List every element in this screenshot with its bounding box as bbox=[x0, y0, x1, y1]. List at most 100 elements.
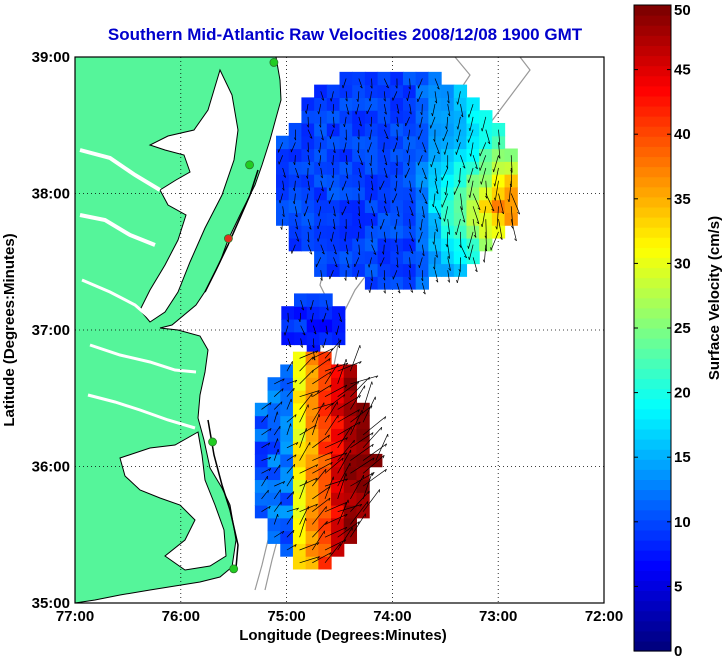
velocity-cell bbox=[305, 492, 319, 506]
colorbar-segment bbox=[634, 237, 671, 248]
velocity-arrow bbox=[274, 481, 285, 487]
velocity-arrow bbox=[300, 300, 304, 311]
arrow-head bbox=[329, 552, 332, 556]
arrow-head bbox=[315, 464, 319, 468]
colorbar-segment bbox=[634, 267, 671, 279]
velocity-arrow bbox=[493, 155, 499, 173]
arrow-head bbox=[456, 279, 458, 283]
velocity-arrow bbox=[479, 155, 487, 171]
arrow-head bbox=[282, 214, 285, 218]
arrow-head bbox=[345, 478, 348, 482]
velocity-cell bbox=[318, 453, 332, 468]
velocity-cell bbox=[377, 212, 391, 226]
arrow-head bbox=[359, 361, 362, 365]
velocity-arrow bbox=[350, 405, 373, 423]
arrow-head bbox=[368, 98, 371, 102]
velocity-arrow bbox=[261, 468, 272, 474]
velocity-arrow bbox=[434, 244, 438, 258]
velocity-arrow bbox=[307, 155, 311, 166]
colorbar-segment bbox=[634, 55, 671, 67]
arrow-head bbox=[360, 162, 364, 166]
colorbar-segment bbox=[634, 378, 671, 390]
velocity-cell bbox=[339, 110, 353, 124]
velocity-cell bbox=[364, 161, 379, 175]
velocity-cell bbox=[504, 199, 518, 213]
velocity-arrow bbox=[362, 381, 373, 410]
velocity-cell bbox=[415, 276, 429, 290]
arrow-head bbox=[331, 162, 334, 166]
velocity-arrow bbox=[421, 244, 425, 256]
velocity-arrow bbox=[396, 129, 398, 141]
velocity-arrow bbox=[300, 338, 303, 348]
velocity-arrow bbox=[312, 384, 332, 397]
velocity-arrow bbox=[345, 155, 348, 165]
arrow-head bbox=[312, 345, 315, 349]
arrow-head bbox=[383, 290, 386, 294]
arrow-head bbox=[457, 180, 460, 184]
colorbar-tick-label: 40 bbox=[674, 126, 691, 143]
arrow-head bbox=[346, 112, 350, 115]
velocity-arrow bbox=[409, 206, 414, 216]
colorbar-segment bbox=[634, 317, 671, 329]
velocity-arrow bbox=[345, 193, 350, 204]
velocity-cell bbox=[364, 71, 379, 86]
arrow-head bbox=[320, 277, 323, 281]
arrow-head bbox=[435, 254, 438, 258]
velocity-arrow bbox=[299, 477, 318, 487]
velocity-arrow bbox=[333, 244, 337, 255]
velocity-cell bbox=[326, 250, 341, 265]
velocity-cell bbox=[402, 110, 417, 124]
velocity-arrow bbox=[383, 231, 387, 243]
velocity-arrow bbox=[420, 219, 423, 231]
velocity-arrow bbox=[344, 116, 347, 127]
velocity-cell bbox=[364, 212, 379, 226]
arrow-head bbox=[318, 162, 320, 166]
velocity-arrow bbox=[350, 385, 366, 410]
velocity-arrow bbox=[419, 257, 423, 268]
arrow-head bbox=[307, 187, 311, 191]
arrow-head bbox=[495, 226, 498, 230]
velocity-arrow bbox=[337, 439, 355, 461]
arrow-head bbox=[501, 211, 504, 215]
velocity-arrow bbox=[291, 244, 296, 254]
arrow-head bbox=[443, 218, 445, 222]
velocity-cell bbox=[326, 84, 341, 99]
arrow-head bbox=[357, 381, 360, 385]
arrow-head bbox=[293, 137, 297, 141]
velocity-arrow bbox=[282, 167, 286, 178]
arrow-head bbox=[334, 251, 337, 255]
arrow-head bbox=[315, 350, 319, 354]
velocity-arrow bbox=[337, 426, 352, 448]
arrow-head bbox=[330, 451, 333, 455]
velocity-arrow bbox=[456, 142, 461, 155]
velocity-arrow bbox=[358, 78, 363, 89]
velocity-arrow bbox=[299, 556, 320, 564]
arrow-head bbox=[320, 175, 323, 179]
colorbar-segment bbox=[634, 297, 671, 309]
arrow-head bbox=[371, 432, 374, 436]
velocity-arrow bbox=[312, 348, 334, 359]
arrow-head bbox=[386, 85, 389, 89]
arrow-head bbox=[480, 181, 482, 185]
velocity-arrow bbox=[498, 129, 501, 145]
velocity-arrow bbox=[421, 142, 427, 153]
velocity-arrow bbox=[295, 218, 299, 230]
arrow-head bbox=[481, 128, 483, 132]
velocity-arrow bbox=[430, 155, 436, 168]
velocity-arrow bbox=[430, 116, 436, 129]
arrow-head bbox=[468, 127, 471, 132]
velocity-arrow bbox=[454, 180, 461, 195]
arrow-head bbox=[492, 169, 494, 173]
velocity-arrow bbox=[286, 454, 297, 461]
velocity-arrow bbox=[472, 257, 478, 272]
colorbar-tick-label: 30 bbox=[674, 255, 691, 272]
velocity-cell bbox=[377, 110, 391, 124]
velocity-arrow bbox=[358, 116, 362, 127]
velocity-arrow bbox=[367, 142, 372, 153]
velocity-arrow bbox=[371, 231, 373, 243]
arrow-head bbox=[369, 123, 372, 127]
velocity-arrow bbox=[286, 515, 294, 525]
velocity-arrow bbox=[383, 129, 389, 139]
arrow-head bbox=[410, 213, 414, 217]
arrow-head bbox=[447, 113, 451, 117]
